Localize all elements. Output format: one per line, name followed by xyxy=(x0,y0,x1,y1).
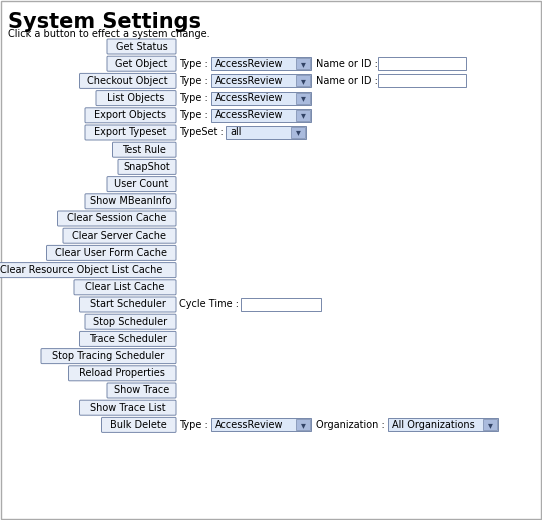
Text: Stop Scheduler: Stop Scheduler xyxy=(93,317,167,327)
FancyBboxPatch shape xyxy=(80,73,176,88)
Text: Type :: Type : xyxy=(179,93,208,103)
Text: Stop Tracing Scheduler: Stop Tracing Scheduler xyxy=(53,351,165,361)
Text: Organization :: Organization : xyxy=(316,420,385,430)
Text: Type :: Type : xyxy=(179,110,208,120)
FancyBboxPatch shape xyxy=(107,383,176,398)
FancyBboxPatch shape xyxy=(47,245,176,261)
FancyBboxPatch shape xyxy=(296,58,310,69)
FancyBboxPatch shape xyxy=(378,57,466,70)
Text: AccessReview: AccessReview xyxy=(215,93,283,103)
FancyBboxPatch shape xyxy=(63,228,176,243)
FancyBboxPatch shape xyxy=(85,194,176,209)
Text: ▾: ▾ xyxy=(295,127,300,137)
Text: all: all xyxy=(230,127,242,137)
FancyBboxPatch shape xyxy=(74,280,176,295)
FancyBboxPatch shape xyxy=(101,418,176,433)
Text: Type :: Type : xyxy=(179,420,208,430)
Text: Clear Resource Object List Cache: Clear Resource Object List Cache xyxy=(0,265,162,275)
Text: ▾: ▾ xyxy=(301,76,306,86)
FancyBboxPatch shape xyxy=(296,93,310,103)
Text: Start Scheduler: Start Scheduler xyxy=(90,300,166,309)
FancyBboxPatch shape xyxy=(211,419,311,432)
Text: Get Object: Get Object xyxy=(115,59,167,69)
Text: Name or ID :: Name or ID : xyxy=(316,76,378,86)
Text: Show Trace: Show Trace xyxy=(114,385,169,396)
FancyBboxPatch shape xyxy=(107,39,176,54)
FancyBboxPatch shape xyxy=(211,57,311,70)
FancyBboxPatch shape xyxy=(241,298,321,311)
Text: TypeSet :: TypeSet : xyxy=(179,127,224,137)
Text: Checkout Object: Checkout Object xyxy=(87,76,168,86)
FancyBboxPatch shape xyxy=(483,420,497,431)
FancyBboxPatch shape xyxy=(296,420,310,431)
Text: List Objects: List Objects xyxy=(107,93,165,103)
Text: ▾: ▾ xyxy=(301,93,306,103)
Text: Show Trace List: Show Trace List xyxy=(90,402,165,413)
FancyBboxPatch shape xyxy=(68,366,176,381)
Text: Clear User Form Cache: Clear User Form Cache xyxy=(55,248,167,258)
FancyBboxPatch shape xyxy=(378,74,466,87)
Text: Type :: Type : xyxy=(179,59,208,69)
FancyBboxPatch shape xyxy=(107,56,176,71)
Text: AccessReview: AccessReview xyxy=(215,76,283,86)
Text: Test Rule: Test Rule xyxy=(122,145,166,154)
FancyBboxPatch shape xyxy=(291,127,305,138)
FancyBboxPatch shape xyxy=(57,211,176,226)
Text: User Count: User Count xyxy=(114,179,169,189)
Text: ▾: ▾ xyxy=(301,59,306,69)
Text: Clear Session Cache: Clear Session Cache xyxy=(67,214,166,224)
Text: Clear Server Cache: Clear Server Cache xyxy=(73,231,166,241)
Text: Export Objects: Export Objects xyxy=(94,110,166,120)
FancyBboxPatch shape xyxy=(118,160,176,174)
Text: Clear List Cache: Clear List Cache xyxy=(85,282,165,292)
FancyBboxPatch shape xyxy=(211,92,311,105)
FancyBboxPatch shape xyxy=(107,177,176,191)
Text: ▾: ▾ xyxy=(488,420,493,430)
Text: Show MBeanInfo: Show MBeanInfo xyxy=(90,196,171,206)
FancyBboxPatch shape xyxy=(85,108,176,123)
FancyBboxPatch shape xyxy=(211,109,311,122)
Text: Name or ID :: Name or ID : xyxy=(316,59,378,69)
FancyBboxPatch shape xyxy=(80,400,176,415)
FancyBboxPatch shape xyxy=(80,331,176,346)
FancyBboxPatch shape xyxy=(296,110,310,121)
FancyBboxPatch shape xyxy=(113,142,176,157)
Text: AccessReview: AccessReview xyxy=(215,110,283,120)
Text: Click a button to effect a system change.: Click a button to effect a system change… xyxy=(8,29,210,39)
Text: ▾: ▾ xyxy=(301,420,306,430)
Text: Reload Properties: Reload Properties xyxy=(79,368,165,378)
FancyBboxPatch shape xyxy=(296,75,310,86)
Text: AccessReview: AccessReview xyxy=(215,59,283,69)
Text: AccessReview: AccessReview xyxy=(215,420,283,430)
Text: System Settings: System Settings xyxy=(8,12,201,32)
Text: All Organizations: All Organizations xyxy=(392,420,475,430)
FancyBboxPatch shape xyxy=(388,419,498,432)
FancyBboxPatch shape xyxy=(41,348,176,363)
Text: Export Typeset: Export Typeset xyxy=(94,127,167,137)
FancyBboxPatch shape xyxy=(80,297,176,312)
Text: Type :: Type : xyxy=(179,76,208,86)
FancyBboxPatch shape xyxy=(85,125,176,140)
FancyBboxPatch shape xyxy=(211,74,311,87)
Text: SnapShot: SnapShot xyxy=(124,162,170,172)
Text: Get Status: Get Status xyxy=(115,42,167,51)
FancyBboxPatch shape xyxy=(96,90,176,106)
FancyBboxPatch shape xyxy=(85,314,176,329)
FancyBboxPatch shape xyxy=(226,126,306,139)
Text: Bulk Delete: Bulk Delete xyxy=(111,420,167,430)
FancyBboxPatch shape xyxy=(0,263,176,278)
Text: Trace Scheduler: Trace Scheduler xyxy=(89,334,167,344)
Text: Cycle Time :: Cycle Time : xyxy=(179,300,239,309)
Text: ▾: ▾ xyxy=(301,110,306,120)
